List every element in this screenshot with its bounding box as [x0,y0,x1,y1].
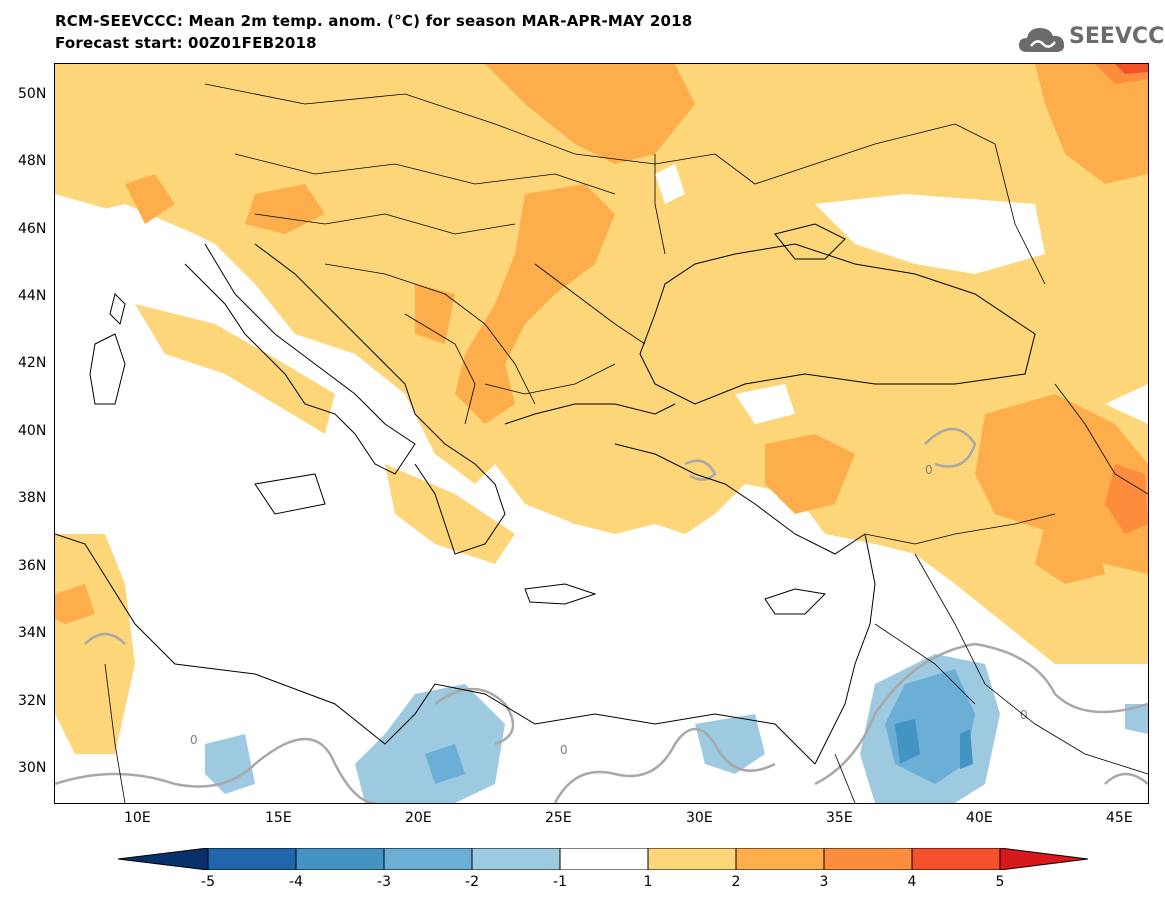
colorbar-segment [911,848,1001,870]
lat-label: 48N [18,153,47,169]
logo-text: SEEVCCC [1069,24,1165,49]
lat-label: 34N [18,625,47,641]
coastlines [55,223,1036,765]
colorbar-segment [383,848,473,870]
lat-label: 50N [18,86,47,102]
anomaly-2-3-area [55,64,1148,624]
colorbar-segment [823,848,913,870]
colorbar-label: -5 [201,874,215,890]
colorbar-segment [735,848,825,870]
lon-label: 40E [966,810,993,826]
lat-label: 40N [18,423,47,439]
colorbar-label: 2 [731,874,741,890]
colorbar-label: -4 [289,874,303,890]
lat-label: 44N [18,288,47,304]
colorbar-segment [999,848,1088,870]
colorbar-label: 4 [907,874,917,890]
map-panel: 0 0 0 0 [54,63,1149,804]
colorbar-segment [207,848,297,870]
colorbar-label: -2 [465,874,479,890]
contour-label: 0 [190,733,198,747]
lon-label: 25E [545,810,572,826]
anomaly-4-5-area [1115,64,1148,74]
country-borders [104,83,1148,803]
lon-label: 45E [1106,810,1133,826]
colorbar-segment [647,848,737,870]
contour-label: 0 [925,463,933,477]
map-title: RCM-SEEVCCC: Mean 2m temp. anom. (°C) fo… [55,12,693,30]
forecast-start-label: Forecast start: 00Z01FEB2018 [55,34,317,52]
anomaly-1-2-area [55,64,1148,754]
colorbar-segment [295,848,385,870]
colorbar-label: 5 [995,874,1005,890]
colorbar-segment [471,848,561,870]
cloud-icon [1019,28,1065,52]
anomaly-minus-1-minus-2-area [205,654,1148,803]
seevccc-logo: SEEVCCC [1017,22,1165,56]
colorbar [118,848,1088,870]
lat-label: 36N [18,558,47,574]
lat-label: 42N [18,355,47,371]
lat-label: 32N [18,693,47,709]
lon-label: 15E [265,810,292,826]
lon-label: 20E [405,810,432,826]
colorbar-label: -3 [377,874,391,890]
colorbar-segment [118,848,209,870]
lon-label: 30E [686,810,713,826]
lon-label: 10E [124,810,151,826]
zero-contour-lines [55,427,1148,803]
colorbar-segment [559,848,649,870]
lat-label: 38N [18,490,47,506]
anomaly-minus-3-minus-4-area [895,719,973,769]
contour-label: 0 [560,743,568,757]
anomaly-map: 0 0 0 0 [55,64,1148,803]
lat-label: 30N [18,760,47,776]
anomaly-neutral-patches [55,164,1045,424]
colorbar-label: -1 [553,874,567,890]
lon-label: 35E [826,810,853,826]
lat-label: 46N [18,221,47,237]
colorbar-label: 3 [819,874,829,890]
colorbar-label: 1 [643,874,653,890]
